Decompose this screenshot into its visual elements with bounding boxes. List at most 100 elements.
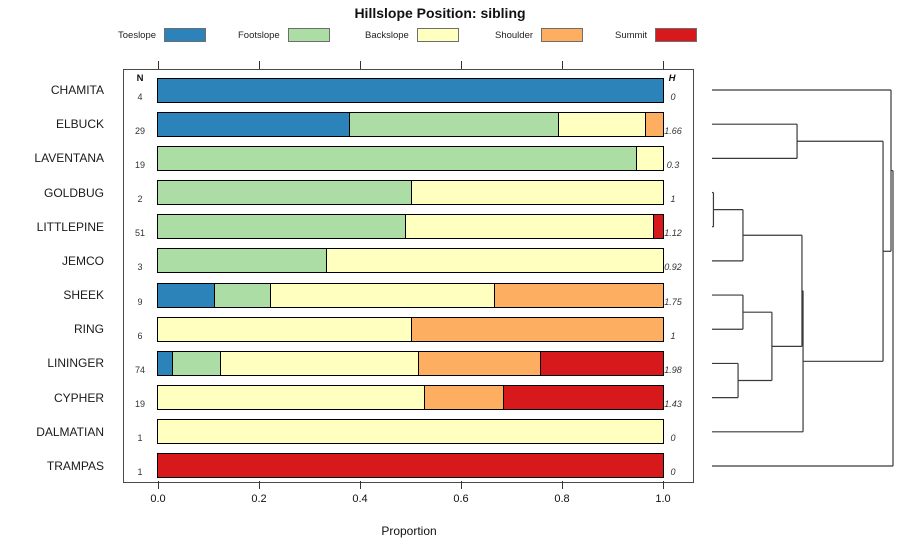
h-value: 0 — [670, 433, 676, 444]
legend-item-footslope: Footslope — [238, 28, 330, 42]
bar-segment-footslope — [214, 283, 271, 307]
bottom-axis-tick — [158, 481, 159, 489]
row-label-jemco: JEMCO — [62, 253, 104, 268]
stacked-bar-chamita — [157, 77, 664, 103]
bottom-axis-tick — [360, 481, 361, 489]
row-label-elbuck: ELBUCK — [55, 117, 104, 132]
bottom-axis-tick — [562, 481, 563, 489]
bar-segment-toeslope — [158, 283, 215, 307]
n-value: 9 — [137, 296, 143, 307]
stacked-bar-jemco — [157, 248, 664, 274]
n-value: 1 — [137, 433, 143, 444]
stacked-bar-goldbug — [157, 180, 664, 206]
dendrogram — [712, 89, 894, 467]
top-axis-tick — [663, 61, 664, 69]
row-label-dalmatian: DALMATIAN — [36, 424, 104, 439]
legend-swatch — [655, 28, 698, 42]
n-value: 4 — [137, 91, 143, 102]
legend-label: Toeslope — [118, 29, 157, 41]
bar-segment-footslope — [158, 249, 327, 273]
bar-segment-summit — [503, 386, 663, 410]
h-value: 0.92 — [664, 262, 682, 273]
h-value: 1.66 — [664, 125, 682, 136]
bar-segment-shoulder — [423, 386, 504, 410]
bar-segment-toeslope — [158, 78, 663, 102]
row-label-goldbug: GOLDBUG — [43, 185, 104, 200]
stacked-bar-littlepine — [157, 214, 664, 240]
bottom-axis-tick — [461, 481, 462, 489]
legend-label: Backslope — [365, 29, 409, 41]
legend-item-shoulder: Shoulder — [495, 28, 584, 42]
legend-item-summit: Summit — [615, 28, 698, 42]
stacked-bar-dalmatian — [157, 419, 664, 445]
h-value: 0 — [670, 467, 676, 478]
x-tick-label: 0.2 — [251, 493, 267, 505]
bar-segment-footslope — [349, 112, 559, 136]
legend-swatch — [287, 28, 330, 42]
bar-segment-summit — [540, 351, 663, 375]
bar-segment-backslope — [158, 386, 424, 410]
stacked-bar-lininger — [157, 350, 664, 376]
h-value: 0 — [670, 91, 676, 102]
top-axis-tick — [461, 61, 462, 69]
n-value: 19 — [134, 399, 145, 410]
bar-segment-shoulder — [494, 283, 663, 307]
h-value: 1.75 — [664, 296, 682, 307]
bar-segment-footslope — [158, 181, 411, 205]
row-label-trampas: TRAMPAS — [46, 458, 104, 473]
bar-segment-summit — [652, 215, 663, 239]
bar-segment-summit — [158, 454, 663, 478]
legend-label: Shoulder — [495, 29, 534, 41]
n-value: 1 — [137, 467, 143, 478]
n-value: 3 — [137, 262, 143, 273]
top-axis-tick — [158, 61, 159, 69]
bar-segment-backslope — [326, 249, 663, 273]
legend-label: Summit — [615, 29, 648, 41]
bar-segment-backslope — [410, 181, 663, 205]
plot-area-border — [123, 69, 694, 483]
stacked-bar-trampas — [157, 453, 664, 479]
h-value: 1.43 — [664, 399, 682, 410]
chart-title: Hillslope Position: sibling — [354, 5, 526, 21]
n-value: 29 — [134, 125, 145, 136]
row-label-sheek: SHEEK — [63, 288, 104, 303]
bar-segment-shoulder — [410, 317, 663, 341]
legend-item-toeslope: Toeslope — [118, 28, 207, 42]
row-label-lininger: LININGER — [47, 356, 104, 371]
x-axis-title: Proportion — [381, 524, 437, 538]
stacked-bar-sheek — [157, 282, 664, 308]
top-axis-tick — [562, 61, 563, 69]
legend-item-backslope: Backslope — [365, 28, 459, 42]
legend-label: Footslope — [238, 29, 280, 41]
bottom-axis-tick — [663, 481, 664, 489]
bottom-axis-tick — [259, 481, 260, 489]
legend-swatch — [541, 28, 584, 42]
x-tick-label: 0.0 — [150, 493, 166, 505]
row-label-ring: RING — [74, 322, 104, 337]
x-tick-label: 0.6 — [453, 493, 469, 505]
x-tick-label: 0.4 — [352, 493, 368, 505]
stacked-bar-laventana — [157, 145, 664, 171]
h-value: 0.3 — [666, 159, 680, 170]
row-label-littlepine: LITTLEPINE — [36, 219, 104, 234]
bar-segment-backslope — [636, 146, 663, 170]
bar-segment-footslope — [158, 146, 637, 170]
bar-segment-toeslope — [158, 351, 172, 375]
bar-segment-backslope — [270, 283, 495, 307]
bar-segment-backslope — [558, 112, 646, 136]
h-value: 1.98 — [664, 364, 682, 375]
x-tick-label: 0.8 — [554, 493, 570, 505]
row-label-chamita: CHAMITA — [50, 83, 104, 97]
stacked-bar-cypher — [157, 385, 664, 411]
n-value: 19 — [134, 159, 145, 170]
bar-segment-shoulder — [645, 112, 663, 136]
bar-segment-toeslope — [158, 112, 350, 136]
bar-segment-footslope — [158, 215, 406, 239]
stacked-bar-ring — [157, 316, 664, 342]
h-value: 1.12 — [664, 228, 682, 239]
h-column-header: H — [668, 73, 676, 84]
bar-segment-backslope — [158, 420, 663, 444]
top-axis-tick — [259, 61, 260, 69]
x-tick-label: 1.0 — [655, 493, 671, 505]
